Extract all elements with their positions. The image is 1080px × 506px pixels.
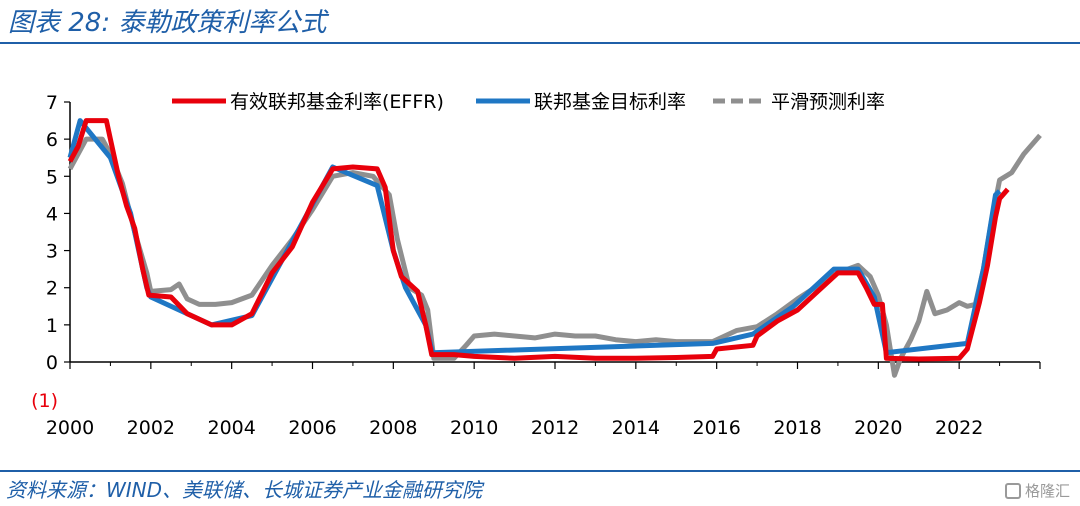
series-line-2 [67, 133, 1042, 378]
legend-label-0: 有效联邦基金利率(EFFR) [230, 91, 444, 113]
y-tick-label: 5 [46, 166, 58, 188]
watermark-text: 格隆汇 [1024, 482, 1070, 500]
y-tick-label: 3 [46, 241, 58, 263]
x-tick-label: 2022 [935, 417, 983, 439]
chart-axes: 7 6 5 4 3 2 1 0 (1) 2000 2002 2004 2006 2008 2010 2012 2… [31, 92, 1041, 439]
header-rule [0, 42, 1080, 44]
y-tick-label: 7 [46, 92, 58, 114]
x-tick-label: 2012 [531, 417, 579, 439]
chart-figure-title: 图表 28: 泰勒政策利率公式 [8, 8, 327, 38]
series-line-1 [67, 118, 1002, 356]
x-tick-label: 2020 [854, 417, 902, 439]
y-tick-label: 2 [46, 278, 58, 300]
x-tick-label: 2010 [450, 417, 498, 439]
x-tick-label: 2004 [207, 417, 255, 439]
watermark: 格隆汇 [1004, 480, 1070, 501]
x-tick-label: 2016 [692, 417, 740, 439]
legend-label-1: 联邦基金目标利率 [534, 91, 686, 113]
policy-rate-line-chart: 7 6 5 4 3 2 1 0 (1) 2000 2002 2004 2006 2008 2010 2012 2… [31, 91, 1042, 439]
x-tick-label: 2006 [288, 417, 336, 439]
y-tick-label: 4 [46, 203, 58, 225]
series-line-0 [67, 118, 1010, 362]
y-tick-label: 1 [46, 315, 58, 337]
y-tick-label: (1) [31, 390, 58, 412]
y-tick-label: 0 [46, 352, 58, 374]
legend-label-2: 平滑预测利率 [771, 91, 885, 113]
chart-legend: 有效联邦基金利率(EFFR) 联邦基金目标利率 平滑预测利率 [172, 91, 885, 113]
x-tick-label: 2002 [127, 417, 175, 439]
y-tick-label: 6 [46, 129, 58, 151]
x-tick-label: 2000 [46, 417, 94, 439]
x-tick-label: 2018 [773, 417, 821, 439]
chart-series [67, 118, 1042, 378]
data-source-note: 资料来源：WIND、美联储、长城证券产业金融研究院 [6, 478, 483, 502]
footer-rule [0, 470, 1080, 472]
x-tick-label: 2014 [612, 417, 660, 439]
watermark-logo-icon [1004, 482, 1021, 499]
x-tick-label: 2008 [369, 417, 417, 439]
